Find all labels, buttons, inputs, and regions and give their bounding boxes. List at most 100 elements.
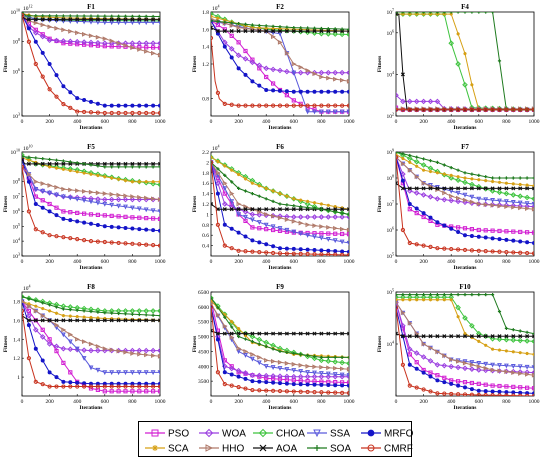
point-sca: [463, 52, 467, 56]
point-pso: [95, 43, 101, 48]
series-line-ssa: [211, 162, 349, 244]
point-sca: [470, 83, 474, 87]
point-pso: [476, 381, 481, 386]
point-mrfo: [61, 84, 66, 89]
point-aoa: [257, 331, 262, 336]
y-tick-label: 109: [387, 148, 395, 157]
series-line-cmrfo: [22, 14, 160, 114]
legend-label: AOA: [276, 444, 297, 455]
point-woa: [297, 69, 304, 76]
y-tick-label: 5000: [198, 335, 209, 341]
plot-area: [395, 291, 535, 397]
point-ssa: [318, 109, 324, 115]
point-woa: [256, 372, 263, 379]
point-pso: [490, 383, 495, 388]
point-cmrfo: [33, 379, 38, 384]
point-choa: [150, 308, 156, 314]
legend-item-woa: WOA: [199, 429, 246, 440]
series-line-cmrfo: [211, 162, 349, 256]
x-tick-label: 200: [234, 119, 243, 125]
point-sca: [82, 16, 86, 20]
point-ssa: [305, 370, 311, 375]
point-mrfo: [82, 381, 87, 386]
point-mrfo: [236, 374, 241, 379]
point-soa: [54, 158, 59, 162]
point-aoa: [54, 161, 59, 166]
point-soa: [422, 12, 426, 14]
point-hho: [236, 346, 242, 351]
point-pso: [116, 389, 121, 394]
x-axis-label: Iterations: [80, 125, 103, 131]
point-ssa: [270, 365, 276, 370]
point-sca: [435, 298, 439, 302]
axis-exponent: 1012: [23, 4, 33, 13]
point-hho: [291, 61, 297, 67]
point-hho: [504, 369, 510, 375]
point-woa: [413, 190, 420, 196]
point-soa: [264, 197, 268, 201]
point-mrfo: [236, 66, 241, 71]
point-hho: [428, 345, 434, 351]
point-hho: [130, 194, 136, 199]
point-choa: [311, 355, 318, 362]
point-cmrfo: [312, 103, 317, 108]
y-tick-label: 106: [387, 226, 395, 235]
point-cmrfo: [229, 102, 234, 107]
point-aoa: [68, 17, 73, 22]
point-ssa: [497, 363, 502, 368]
point-sca: [123, 317, 128, 321]
point-aoa: [144, 161, 149, 166]
x-tick-label: 800: [502, 399, 511, 405]
y-tick-label: 106: [387, 28, 395, 37]
point-woa: [325, 214, 332, 220]
point-mrfo: [61, 379, 66, 384]
y-tick-label: 107: [387, 8, 395, 17]
point-soa: [123, 312, 128, 316]
point-cmrfo: [130, 241, 135, 246]
point-cmrfo: [346, 252, 349, 256]
point-mrfo: [89, 221, 94, 226]
point-aoa: [61, 161, 66, 166]
point-mrfo: [243, 234, 248, 239]
point-hho: [33, 308, 39, 314]
point-cmrfo: [144, 110, 149, 116]
point-mrfo: [469, 233, 474, 238]
point-woa: [346, 214, 349, 220]
point-pso: [483, 228, 488, 233]
point-soa: [491, 12, 495, 14]
point-soa: [54, 305, 59, 309]
point-ssa: [284, 227, 290, 233]
point-choa: [157, 181, 160, 188]
point-mrfo: [33, 39, 38, 44]
legend-label: SSA: [330, 429, 350, 440]
point-cmrfo: [250, 103, 255, 108]
point-soa: [401, 293, 405, 297]
point-hho: [75, 30, 80, 36]
series-group: [22, 152, 160, 248]
point-ssa: [517, 364, 523, 370]
point-ssa: [74, 346, 80, 352]
point-sca: [61, 16, 65, 20]
point-aoa: [47, 17, 52, 22]
point-sca: [216, 159, 220, 164]
point-cmrfo: [531, 107, 534, 112]
point-aoa: [340, 29, 345, 34]
point-aoa: [407, 186, 412, 191]
point-ssa: [109, 202, 115, 208]
point-cmrfo: [497, 249, 502, 254]
point-soa: [532, 332, 534, 336]
x-tick-label: 600: [290, 259, 299, 265]
point-hho: [61, 186, 67, 192]
point-hho: [340, 226, 345, 232]
point-sca: [292, 27, 296, 31]
point-ssa: [497, 198, 502, 204]
point-soa: [497, 176, 502, 180]
point-ssa: [332, 372, 338, 377]
point-cmrfo: [319, 103, 324, 108]
y-tick-label: 104: [387, 340, 395, 349]
point-woa: [441, 196, 448, 203]
point-soa: [144, 165, 148, 169]
y-tick-label: 0.4: [202, 244, 209, 250]
plot-title: F4: [461, 3, 469, 11]
point-mrfo: [414, 366, 419, 371]
